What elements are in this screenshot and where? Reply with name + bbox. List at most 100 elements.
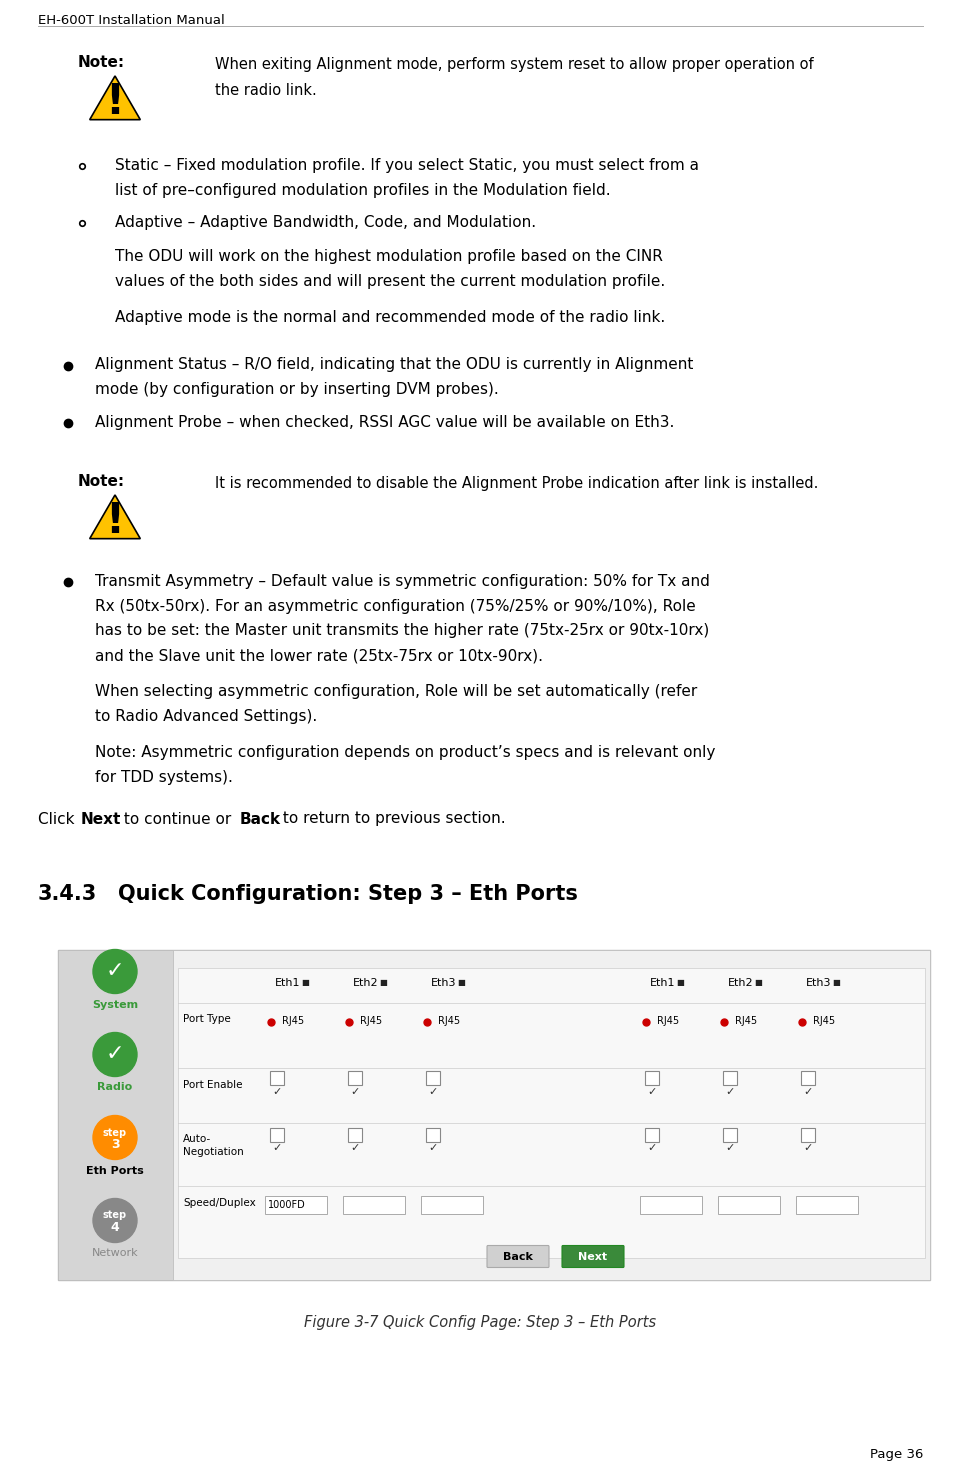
Text: Eth1: Eth1 — [275, 978, 301, 988]
Text: Eth2: Eth2 — [353, 978, 379, 988]
Text: 1000FD: 1000FD — [268, 1199, 306, 1209]
Text: Alignment Status – R/O field, indicating that the ODU is currently in Alignment: Alignment Status – R/O field, indicating… — [95, 357, 694, 372]
Text: ■: ■ — [379, 978, 387, 987]
FancyBboxPatch shape — [58, 950, 173, 1280]
Text: When exiting Alignment mode, perform system reset to allow proper operation of: When exiting Alignment mode, perform sys… — [215, 57, 814, 72]
Text: Auto-
Negotiation: Auto- Negotiation — [183, 1135, 244, 1157]
Text: 3.4.3: 3.4.3 — [38, 884, 97, 903]
Text: the radio link.: the radio link. — [215, 82, 317, 98]
FancyBboxPatch shape — [173, 950, 930, 1280]
Text: Click: Click — [38, 811, 80, 827]
Text: Eth3: Eth3 — [431, 978, 456, 988]
Text: Alignment Probe – when checked, RSSI AGC value will be available on Eth3.: Alignment Probe – when checked, RSSI AGC… — [95, 414, 675, 429]
Text: 4: 4 — [111, 1221, 119, 1234]
Text: Note: Asymmetric configuration depends on product’s specs and is relevant only: Note: Asymmetric configuration depends o… — [95, 745, 715, 760]
Polygon shape — [89, 495, 140, 539]
FancyBboxPatch shape — [348, 1127, 362, 1142]
Polygon shape — [89, 76, 140, 120]
FancyBboxPatch shape — [426, 1070, 440, 1085]
Circle shape — [93, 1199, 137, 1243]
Text: ■: ■ — [676, 978, 684, 987]
Text: Rx (50tx-50rx). For an asymmetric configuration (75%/25% or 90%/10%), Role: Rx (50tx-50rx). For an asymmetric config… — [95, 599, 696, 613]
FancyBboxPatch shape — [645, 1127, 659, 1142]
FancyBboxPatch shape — [562, 1246, 624, 1268]
Text: ✓: ✓ — [351, 1086, 359, 1097]
Text: RJ45: RJ45 — [657, 1016, 679, 1026]
Circle shape — [93, 1032, 137, 1076]
Circle shape — [93, 1116, 137, 1159]
Text: ✓: ✓ — [803, 1143, 813, 1154]
Text: Quick Configuration: Step 3 – Eth Ports: Quick Configuration: Step 3 – Eth Ports — [118, 884, 578, 903]
Text: Page 36: Page 36 — [870, 1448, 923, 1461]
FancyBboxPatch shape — [426, 1127, 440, 1142]
Text: Eth2: Eth2 — [728, 978, 753, 988]
Text: Next: Next — [81, 811, 121, 827]
Text: ✓: ✓ — [726, 1086, 735, 1097]
Text: Port Enable: Port Enable — [183, 1079, 242, 1089]
Text: ✓: ✓ — [648, 1143, 656, 1154]
Text: RJ45: RJ45 — [438, 1016, 460, 1026]
Circle shape — [93, 950, 137, 994]
FancyBboxPatch shape — [178, 968, 925, 1258]
Text: System: System — [92, 1000, 138, 1010]
Text: ■: ■ — [301, 978, 308, 987]
Text: for TDD systems).: for TDD systems). — [95, 770, 233, 785]
Text: step: step — [103, 1127, 127, 1138]
Text: When selecting asymmetric configuration, Role will be set automatically (refer: When selecting asymmetric configuration,… — [95, 684, 698, 700]
Text: The ODU will work on the highest modulation profile based on the CINR: The ODU will work on the highest modulat… — [115, 249, 663, 264]
Text: ✓: ✓ — [106, 962, 124, 981]
FancyBboxPatch shape — [270, 1127, 284, 1142]
Text: EH-600T Installation Manual: EH-600T Installation Manual — [38, 15, 225, 26]
Text: Figure 3-7 Quick Config Page: Step 3 – Eth Ports: Figure 3-7 Quick Config Page: Step 3 – E… — [304, 1315, 656, 1329]
Text: ✓: ✓ — [803, 1086, 813, 1097]
FancyBboxPatch shape — [270, 1070, 284, 1085]
FancyBboxPatch shape — [265, 1196, 327, 1214]
Text: Back: Back — [240, 811, 282, 827]
Text: 3: 3 — [111, 1138, 119, 1151]
FancyBboxPatch shape — [348, 1070, 362, 1085]
Text: Eth3: Eth3 — [806, 978, 831, 988]
Text: step: step — [103, 1211, 127, 1221]
Text: RJ45: RJ45 — [813, 1016, 835, 1026]
Text: RJ45: RJ45 — [360, 1016, 382, 1026]
FancyBboxPatch shape — [58, 950, 930, 1280]
Text: Static – Fixed modulation profile. If you select Static, you must select from a: Static – Fixed modulation profile. If yo… — [115, 158, 699, 173]
Text: Back: Back — [503, 1252, 533, 1262]
Text: Port Type: Port Type — [183, 1015, 231, 1025]
Text: ✓: ✓ — [106, 1044, 124, 1064]
Text: Network: Network — [91, 1249, 138, 1259]
Text: ✓: ✓ — [726, 1143, 735, 1154]
Text: to Radio Advanced Settings).: to Radio Advanced Settings). — [95, 709, 317, 723]
Text: ✓: ✓ — [272, 1086, 282, 1097]
Text: Speed/Duplex: Speed/Duplex — [183, 1198, 256, 1208]
FancyBboxPatch shape — [343, 1196, 405, 1214]
Text: RJ45: RJ45 — [735, 1016, 757, 1026]
Text: to continue or: to continue or — [119, 811, 236, 827]
FancyBboxPatch shape — [421, 1196, 483, 1214]
FancyBboxPatch shape — [640, 1196, 702, 1214]
Text: It is recommended to disable the Alignment Probe indication after link is instal: It is recommended to disable the Alignme… — [215, 476, 819, 490]
Text: Radio: Radio — [97, 1082, 133, 1092]
Text: RJ45: RJ45 — [282, 1016, 304, 1026]
Text: has to be set: the Master unit transmits the higher rate (75tx-25rx or 90tx-10rx: has to be set: the Master unit transmits… — [95, 624, 709, 638]
FancyBboxPatch shape — [723, 1070, 737, 1085]
Text: Adaptive – Adaptive Bandwidth, Code, and Modulation.: Adaptive – Adaptive Bandwidth, Code, and… — [115, 215, 536, 230]
Text: ✓: ✓ — [429, 1143, 437, 1154]
Text: Transmit Asymmetry – Default value is symmetric configuration: 50% for Tx and: Transmit Asymmetry – Default value is sy… — [95, 574, 710, 589]
Text: ■: ■ — [754, 978, 762, 987]
Text: Note:: Note: — [78, 56, 125, 70]
Text: Eth Ports: Eth Ports — [86, 1165, 144, 1176]
Text: ✓: ✓ — [429, 1086, 437, 1097]
Text: values of the both sides and will present the current modulation profile.: values of the both sides and will presen… — [115, 274, 665, 288]
Text: ✓: ✓ — [272, 1143, 282, 1154]
FancyBboxPatch shape — [801, 1127, 815, 1142]
Text: ■: ■ — [832, 978, 840, 987]
Text: ✓: ✓ — [351, 1143, 359, 1154]
Text: list of pre–configured modulation profiles in the Modulation field.: list of pre–configured modulation profil… — [115, 183, 610, 198]
Text: !: ! — [106, 501, 125, 542]
Text: ✓: ✓ — [648, 1086, 656, 1097]
Text: mode (by configuration or by inserting DVM probes).: mode (by configuration or by inserting D… — [95, 382, 499, 397]
Text: ■: ■ — [457, 978, 465, 987]
FancyBboxPatch shape — [645, 1070, 659, 1085]
Text: Next: Next — [579, 1252, 607, 1262]
